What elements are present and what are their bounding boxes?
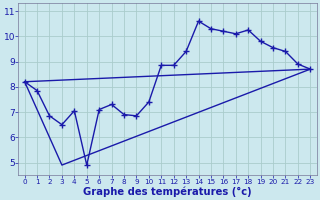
X-axis label: Graphe des températures (°c): Graphe des températures (°c) xyxy=(83,186,252,197)
